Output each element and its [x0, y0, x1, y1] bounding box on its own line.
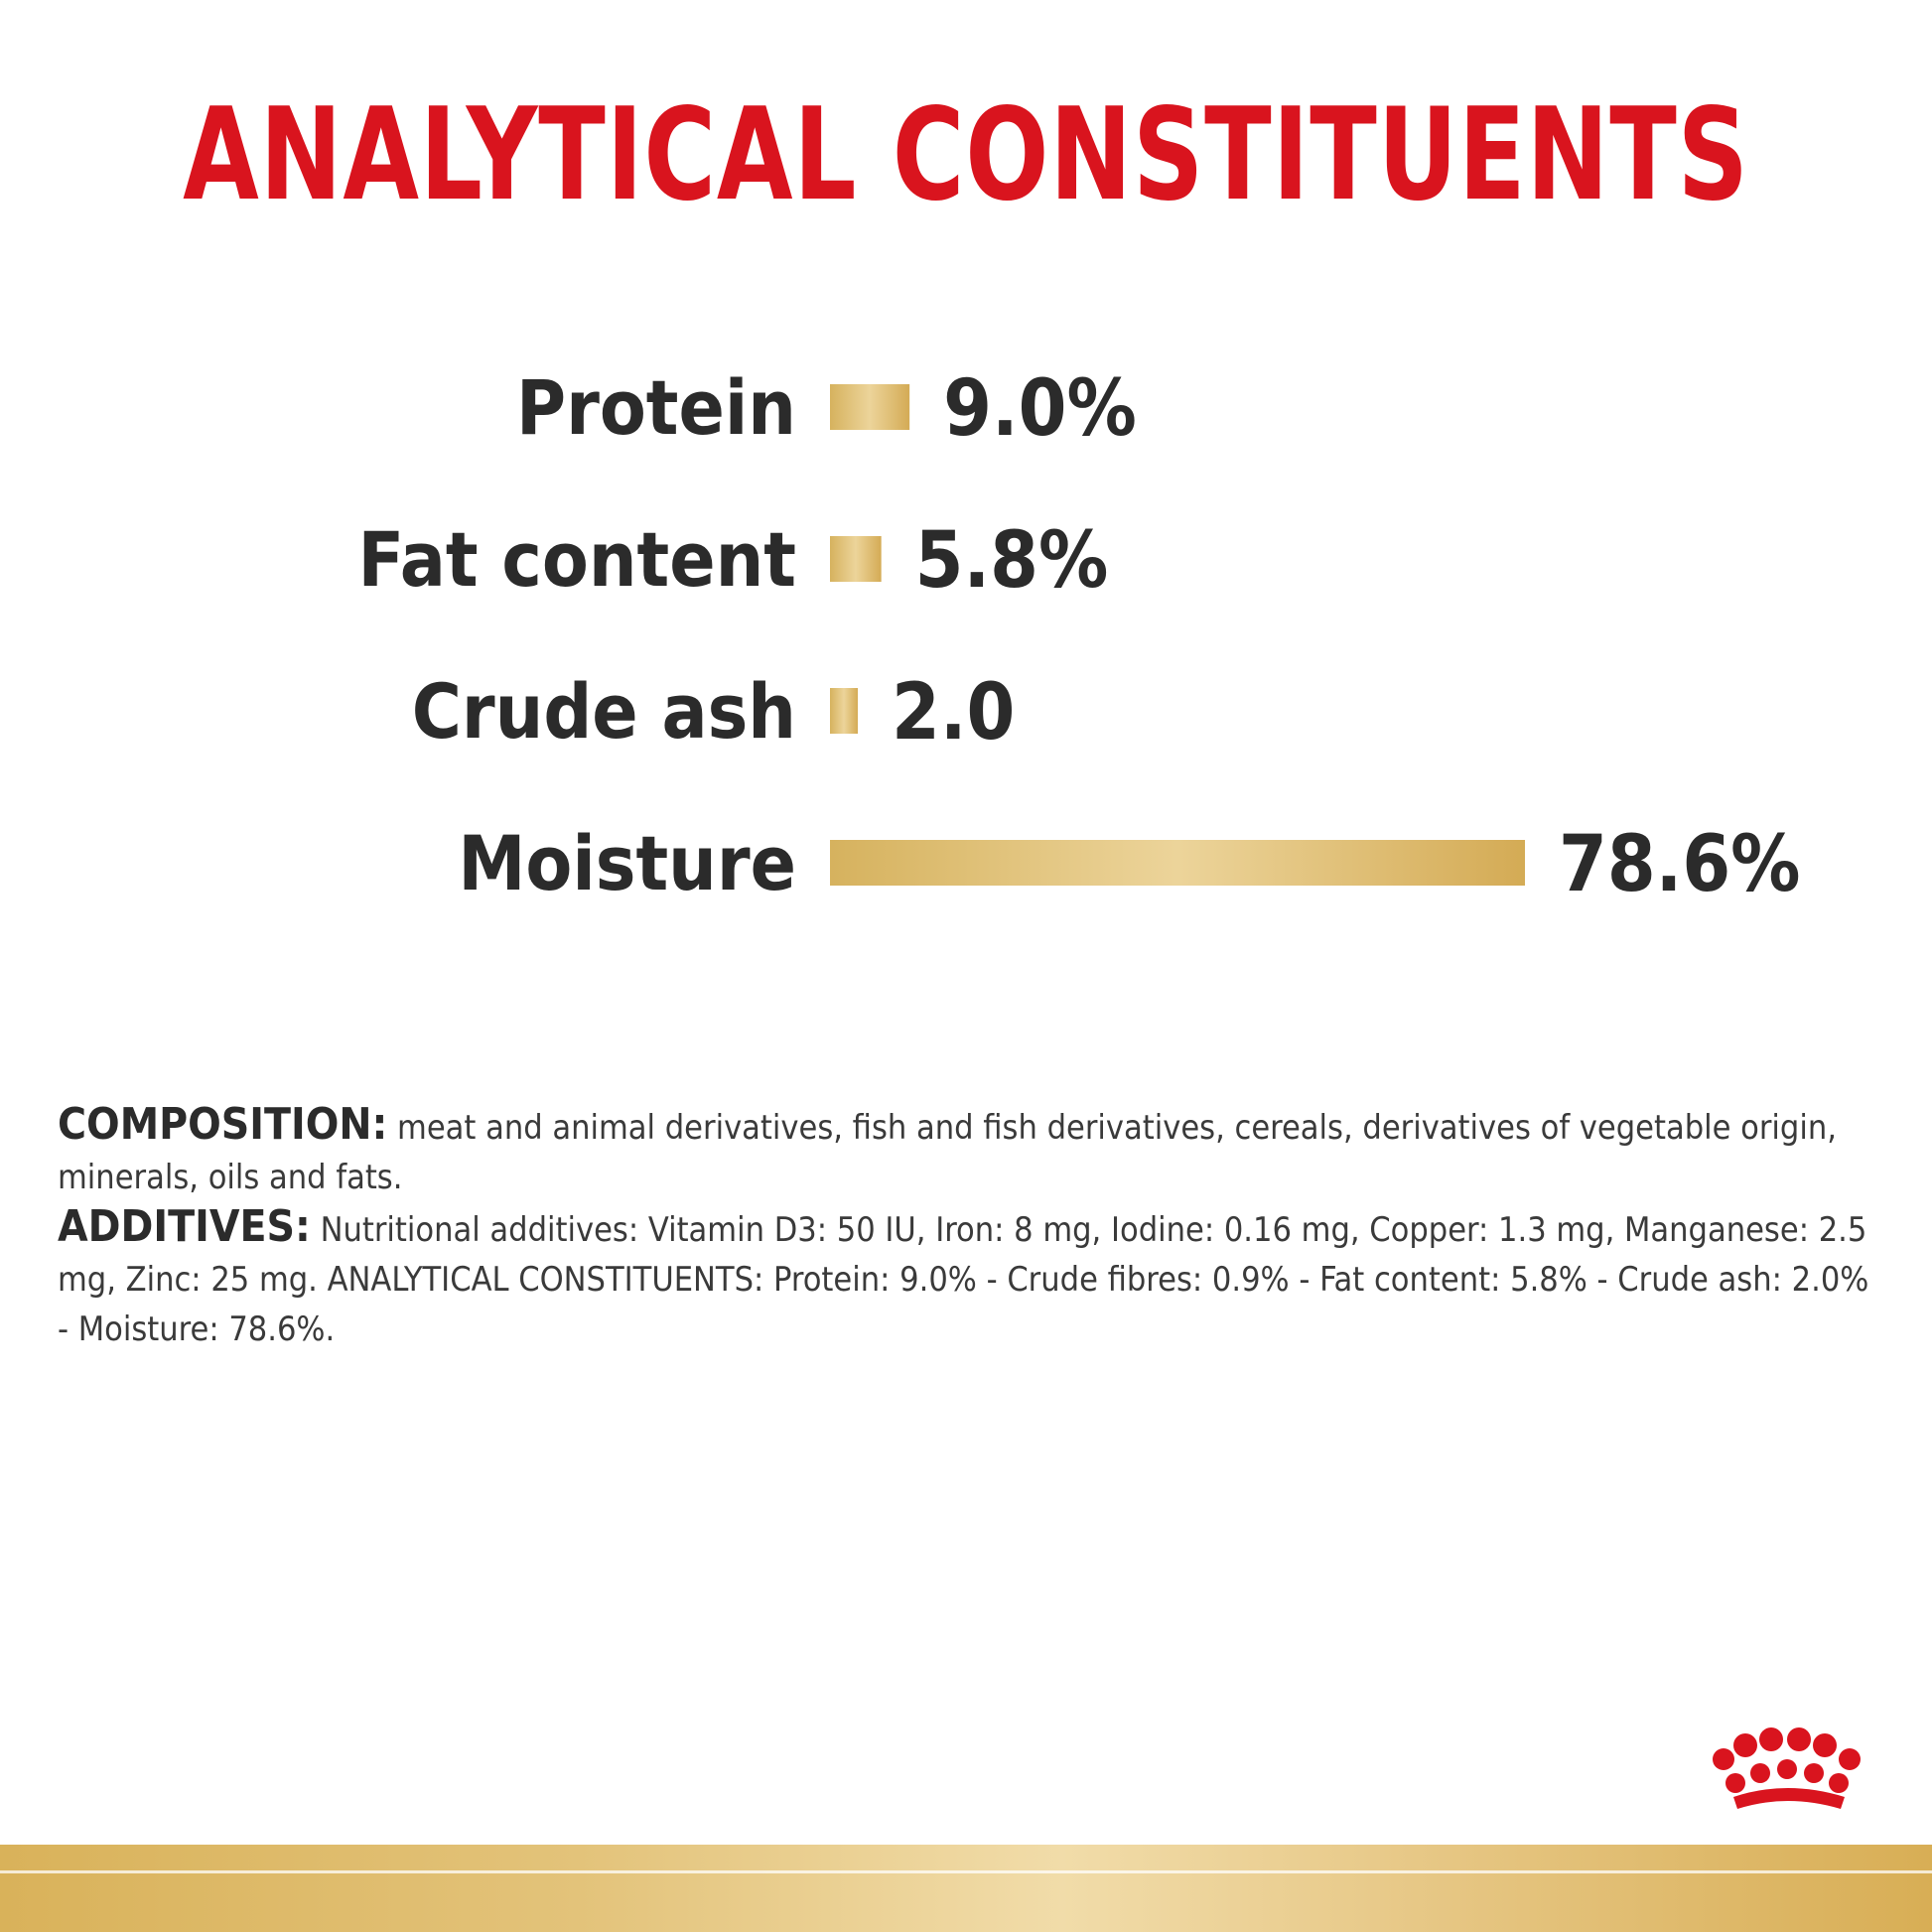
bottom-band-stripe: [0, 1870, 1932, 1873]
bar-value-protein: 9.0%: [943, 364, 1137, 454]
logo-dot: [1787, 1727, 1811, 1751]
logo-dot: [1813, 1733, 1837, 1757]
analytical-constituents-chart: Protein 9.0% Fat content 5.8% Crude ash 2.0 Mo…: [357, 363, 1800, 909]
bar-value-moisture: 78.6%: [1559, 820, 1800, 909]
additives-label: ADDITIVES:: [58, 1201, 311, 1252]
additives-text: Nutritional additives: Vitamin D3: 50 IU…: [58, 1210, 1869, 1349]
composition-label: COMPOSITION:: [58, 1099, 388, 1150]
bar-moisture: [830, 840, 1525, 886]
bar-fat-content: [830, 536, 882, 582]
logo-arc: [1733, 1788, 1845, 1809]
logo-dot: [1713, 1748, 1734, 1770]
bar-value-crude-ash: 2.0: [892, 668, 1015, 758]
additives-paragraph: ADDITIVES: Nutritional additives: Vitami…: [58, 1202, 1884, 1354]
bar-crude-ash: [830, 688, 858, 734]
bar-label-protein: Protein: [516, 363, 796, 452]
bar-protein: [830, 384, 910, 430]
bottom-gold-band: [0, 1845, 1932, 1932]
page-title: ANALYTICAL CONSTITUENTS: [183, 81, 1749, 229]
bar-label-moisture: Moisture: [458, 819, 796, 907]
logo-dot: [1733, 1733, 1757, 1757]
composition-block: COMPOSITION: meat and animal derivatives…: [58, 1100, 1884, 1354]
composition-paragraph: COMPOSITION: meat and animal derivatives…: [58, 1100, 1884, 1202]
logo-dot: [1750, 1763, 1770, 1783]
logo-dot: [1725, 1773, 1745, 1793]
bar-value-fat-content: 5.8%: [915, 516, 1109, 606]
logo-dot: [1839, 1748, 1861, 1770]
logo-dot: [1759, 1727, 1783, 1751]
logo-dot: [1777, 1759, 1797, 1779]
logo-dot: [1804, 1763, 1824, 1783]
composition-text: meat and animal derivatives, fish and fi…: [58, 1108, 1837, 1197]
bar-label-fat-content: Fat content: [357, 515, 796, 604]
bar-label-crude-ash: Crude ash: [412, 667, 796, 756]
royal-canin-crown-icon: [1713, 1727, 1861, 1809]
logo-dot: [1829, 1773, 1849, 1793]
